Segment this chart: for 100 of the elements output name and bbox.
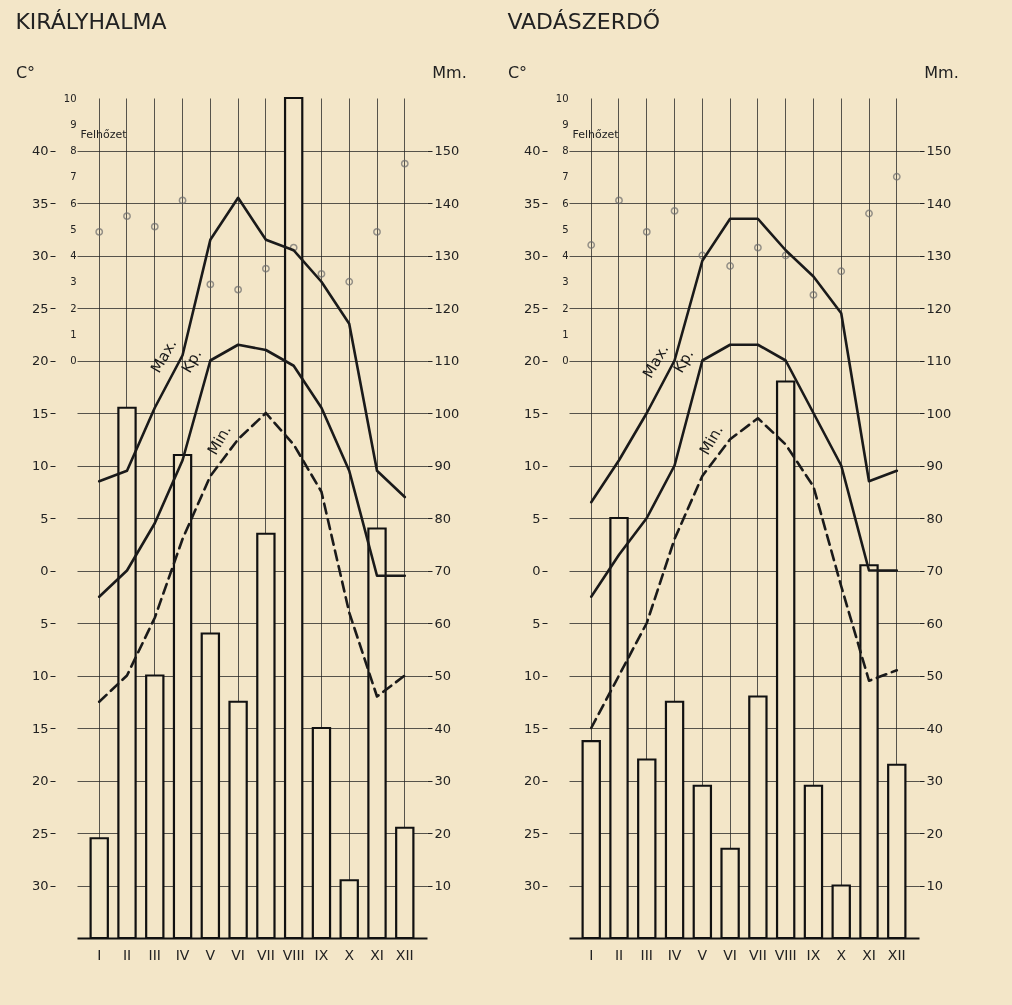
point [726,262,735,270]
y3-tick-label: 10 [63,92,77,104]
y-tick-label: 25 [31,825,49,841]
x-tick-label: XII [395,946,414,963]
point [123,212,131,221]
y-tick-label: 5 [40,510,49,526]
y2-tick-label: 60 [434,615,452,631]
x-tick-label: XI [862,946,876,963]
point [670,206,679,215]
y3-tick-label: 4 [562,250,569,261]
text: Kp. [177,346,206,377]
y-tick-label: 35 [31,195,49,211]
x-tick-label: V [205,946,216,963]
y3-tick-label: 5 [562,223,569,235]
y2-tick-label: 90 [434,458,452,473]
y3-tick-label: 9 [562,118,569,130]
y3-tick-label: 6 [562,197,569,209]
y2-tick-label: 60 [926,615,944,631]
y-tick-label: 30 [31,248,49,263]
y-tick-label: 20 [523,353,541,368]
point [892,172,901,181]
x-tick-label: II [614,946,624,963]
y3-tick-label: 10 [555,92,569,104]
y-tick-label: 30 [31,878,49,893]
point [373,227,381,236]
x-tick-label: IX [806,946,821,963]
x-tick-label: III [148,946,161,963]
y-tick-label: 30 [523,878,541,893]
y2-tick-label: 110 [434,353,460,368]
y3-tick-label: 4 [70,250,77,261]
y2-tick-label: 140 [926,195,952,211]
point [400,159,409,168]
y-tick-label: 5 [40,615,49,631]
x-tick-label: XI [370,946,384,963]
y2-tick-label: 20 [926,825,944,841]
y2-tick-label: 150 [434,143,460,158]
x-tick-label: II [122,946,132,963]
point [615,196,623,205]
y-tick-label: 15 [523,720,541,736]
x-tick-label: VI [723,946,737,963]
y2-tick-label: 140 [434,195,460,211]
y2-tick-label: 80 [434,510,452,526]
y3-tick-label: 3 [70,276,77,288]
point [865,209,873,218]
y-tick-label: 15 [523,405,541,421]
y3-tick-label: 5 [70,223,77,235]
y3-tick-label: 7 [562,171,569,183]
y-tick-label: 0 [532,563,541,578]
point [642,227,651,236]
point [345,277,354,286]
point [753,243,762,252]
y3-tick-label: 2 [562,302,569,314]
point [178,196,187,205]
y-tick-label: 10 [523,668,541,683]
y-tick-label: 25 [523,300,541,316]
y-tick-label: 40 [31,143,49,158]
y3-tick-label: 6 [70,197,77,209]
point [261,264,270,273]
chart-title: VADÁSZERDŐ [507,9,661,34]
x-tick-label: IV [667,946,682,963]
x-tick-label: I [589,946,594,963]
x-tick-label: XII [887,946,906,963]
point [809,290,818,299]
y-tick-label: 10 [523,458,541,473]
y3-tick-label: 2 [70,302,77,314]
x-tick-label: VII [748,946,767,963]
y2-axis-title: Mm. [432,62,467,82]
point [587,241,596,249]
y2-tick-label: 130 [926,248,952,263]
y2-tick-label: 150 [926,143,952,158]
text: Kp. [669,346,698,377]
y3-tick-label: 1 [562,328,569,340]
x-tick-label: X [836,946,847,963]
y-axis-title: C° [507,62,528,82]
y-tick-label: 0 [40,563,49,578]
x-tick-label: IX [314,946,329,963]
y-tick-label: 30 [523,248,541,263]
point [150,222,159,231]
y2-axis-title: Mm. [924,62,959,82]
point [317,269,326,278]
y-tick-label: 5 [532,615,541,631]
y-tick-label: 25 [31,300,49,316]
y2-tick-label: 50 [926,668,944,683]
y2-tick-label: 120 [434,300,460,316]
y-tick-label: 10 [31,458,49,473]
y-tick-label: 15 [31,720,49,736]
y2-tick-label: 130 [434,248,460,263]
y2-tick-label: 100 [926,405,952,421]
x-tick-label: VIII [282,946,305,963]
y-tick-label: 40 [523,143,541,158]
y2-tick-label: 100 [434,405,460,421]
y-tick-label: 35 [523,195,541,211]
point [206,280,215,289]
y2-tick-label: 90 [926,458,944,473]
x-tick-label: IV [175,946,190,963]
y3-tick-label: 8 [70,145,77,156]
point [95,227,104,236]
y3-tick-label: 9 [70,118,77,130]
y2-tick-label: 110 [926,353,952,368]
y2-tick-label: 70 [926,563,944,578]
